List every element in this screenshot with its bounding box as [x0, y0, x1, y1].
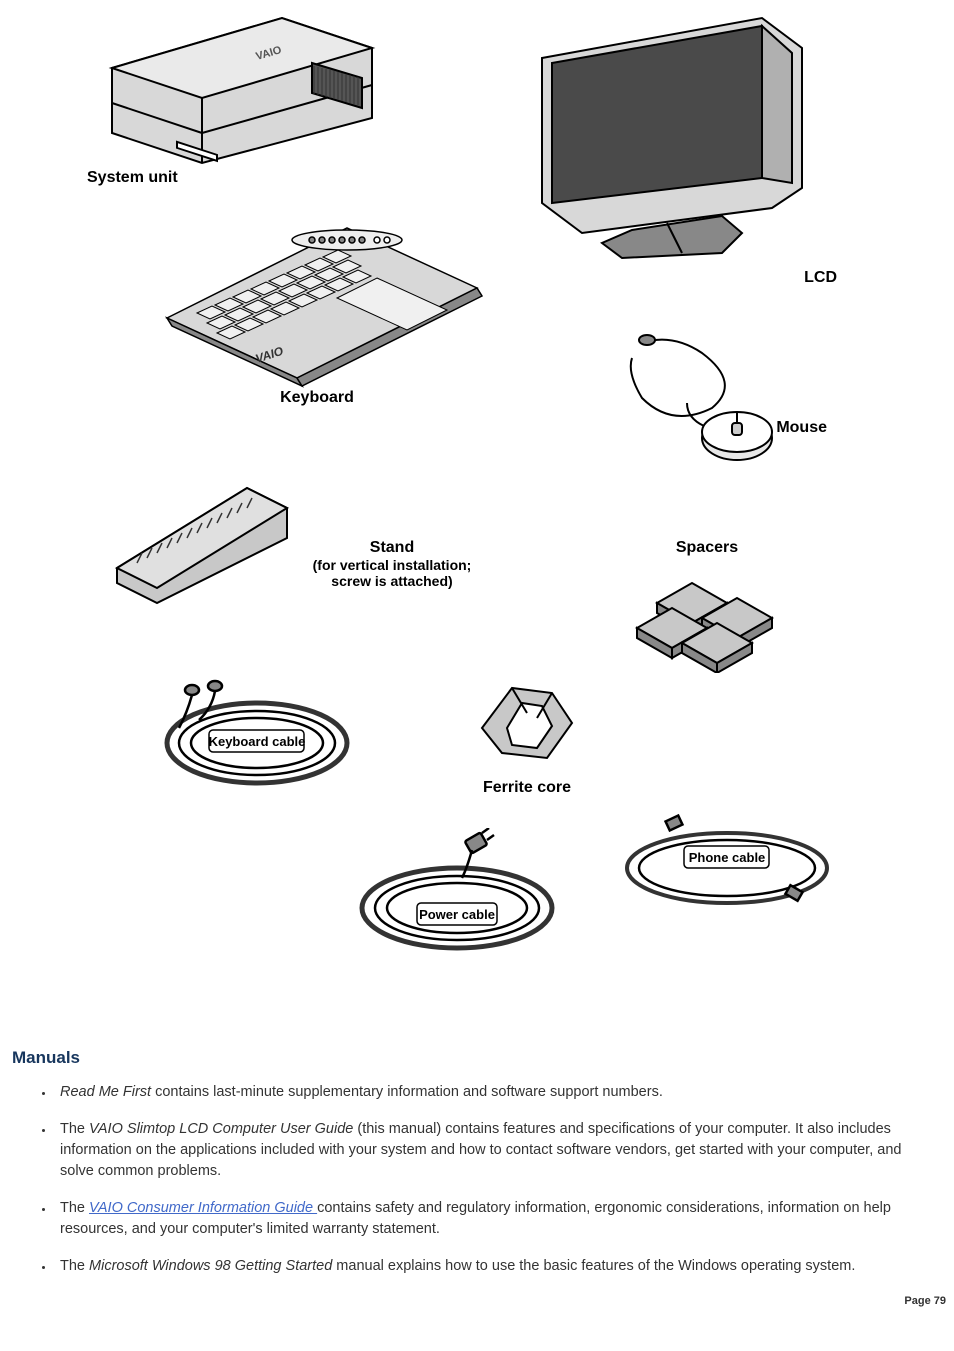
manual-item-userguide: The VAIO Slimtop LCD Computer User Guide…: [54, 1119, 938, 1182]
manuals-heading: Manuals: [12, 1048, 946, 1068]
spacers-illustration: [607, 563, 807, 673]
keyboard-cable-illustration: Keyboard cable: [137, 668, 377, 798]
manual-title: Microsoft Windows 98 Getting Started: [89, 1258, 332, 1274]
system-unit-label: System unit: [87, 168, 417, 187]
mouse-illustration: [582, 328, 792, 468]
consumer-info-guide-link[interactable]: VAIO Consumer Information Guide: [89, 1200, 317, 1216]
manual-title: Read Me First: [60, 1084, 151, 1100]
component-phone-cable: Phone cable: [587, 808, 867, 918]
phone-cable-illustration: Phone cable: [602, 808, 852, 918]
power-cable-illustration: Power cable: [332, 828, 582, 968]
page-number: Page 79: [904, 1295, 946, 1307]
component-stand: Stand (for vertical installation; screw …: [107, 468, 477, 608]
manual-text: manual explains how to use the basic fea…: [332, 1258, 855, 1274]
system-unit-illustration: VAIO: [82, 8, 402, 168]
ferrite-core-label: Ferrite core: [427, 778, 627, 797]
component-keyboard: VAIO Keyboard: [137, 218, 497, 407]
manual-item-readme: Read Me First contains last-minute suppl…: [54, 1082, 938, 1103]
component-ferrite-core: Ferrite core: [427, 668, 627, 797]
ferrite-core-illustration: [452, 668, 602, 778]
mouse-label: Mouse: [537, 418, 827, 437]
power-cable-label-text: Power cable: [419, 907, 495, 922]
component-mouse: Mouse: [537, 328, 837, 437]
component-lcd: LCD: [477, 8, 857, 287]
manual-item-windows: The Microsoft Windows 98 Getting Started…: [54, 1256, 938, 1277]
page-container: VAIO System unit LCD: [0, 0, 954, 1313]
manual-title: VAIO Slimtop LCD Computer User Guide: [89, 1121, 353, 1137]
keyboard-cable-label-text: Keyboard cable: [209, 734, 306, 749]
lcd-illustration: [502, 8, 832, 268]
component-system-unit: VAIO System unit: [67, 8, 417, 187]
component-keyboard-cable: Keyboard cable: [117, 668, 397, 798]
component-spacers: Spacers: [567, 538, 847, 673]
spacers-label: Spacers: [567, 538, 847, 557]
phone-cable-label-text: Phone cable: [689, 850, 766, 865]
manuals-list: Read Me First contains last-minute suppl…: [16, 1082, 938, 1277]
manual-text: contains last-minute supplementary infor…: [151, 1084, 663, 1100]
lcd-label: LCD: [477, 268, 837, 287]
component-power-cable: Power cable: [317, 828, 597, 968]
keyboard-label: Keyboard: [137, 388, 497, 407]
manual-item-consumer: The VAIO Consumer Information Guide cont…: [54, 1198, 938, 1240]
manual-prefix: The: [60, 1200, 89, 1216]
manual-prefix: The: [60, 1121, 89, 1137]
stand-illustration: [107, 468, 307, 608]
unpacking-diagram: VAIO System unit LCD: [67, 8, 887, 988]
keyboard-illustration: VAIO: [147, 218, 487, 388]
manual-prefix: The: [60, 1258, 89, 1274]
